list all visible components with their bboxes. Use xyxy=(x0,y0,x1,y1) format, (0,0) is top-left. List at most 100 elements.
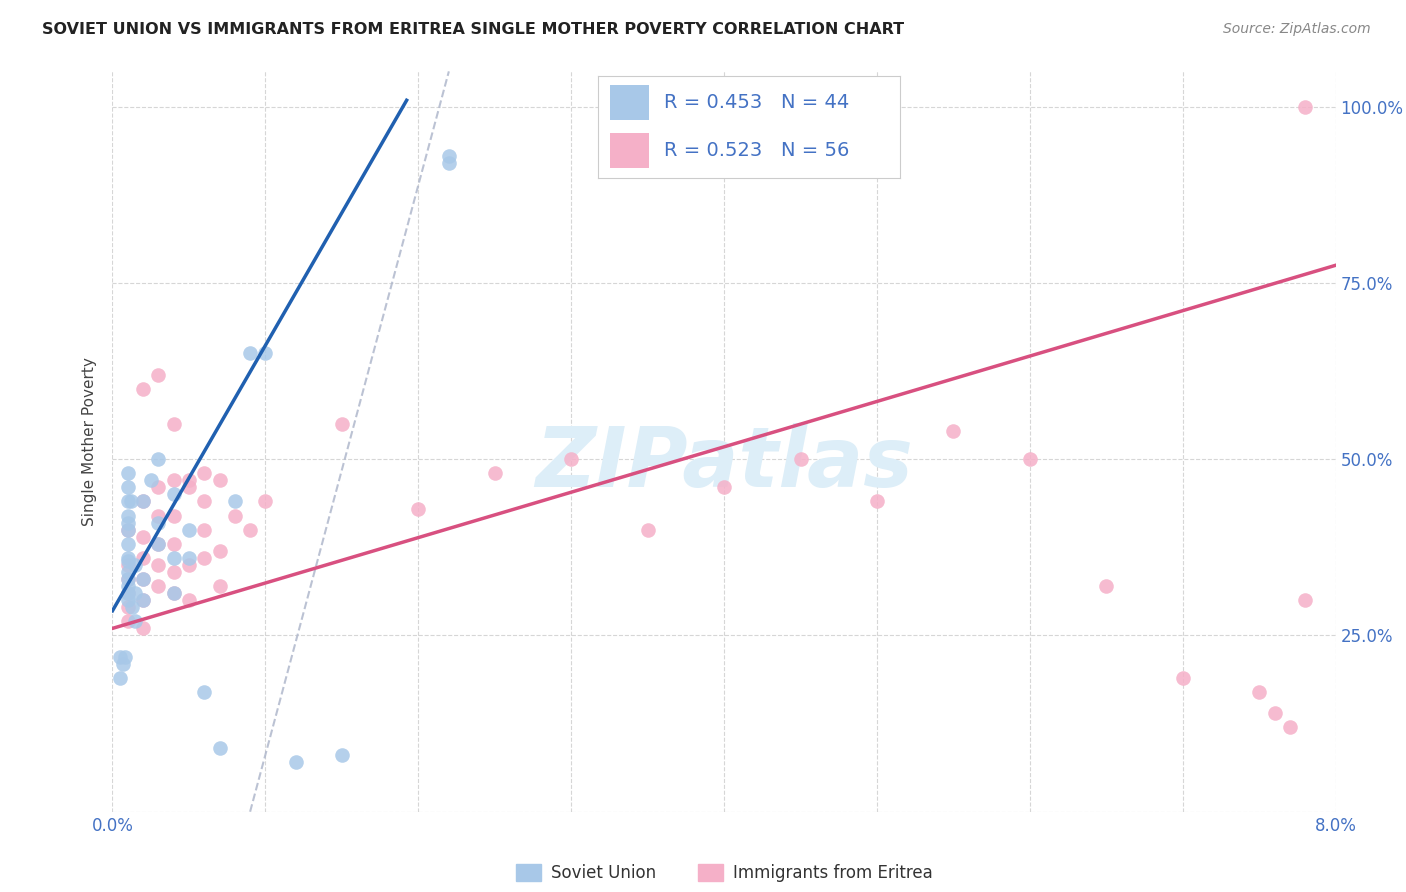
Point xyxy=(560,452,582,467)
Point xyxy=(148,452,170,467)
Point xyxy=(177,473,200,487)
Point xyxy=(132,572,155,586)
Point xyxy=(163,586,186,600)
Point xyxy=(330,748,353,763)
Point xyxy=(789,452,811,467)
Point xyxy=(114,649,136,664)
Point xyxy=(254,346,277,360)
Point xyxy=(120,494,142,508)
Point xyxy=(163,586,186,600)
Text: ZIPatlas: ZIPatlas xyxy=(536,423,912,504)
Point xyxy=(284,756,308,770)
Point xyxy=(148,508,170,523)
Point xyxy=(1171,671,1194,685)
Point xyxy=(208,741,231,756)
Point xyxy=(330,417,353,431)
Point xyxy=(148,368,170,382)
Point xyxy=(139,473,162,487)
Point xyxy=(1018,452,1040,467)
Point xyxy=(132,530,155,544)
Point xyxy=(117,600,139,615)
Point xyxy=(1294,593,1316,607)
Point xyxy=(117,593,139,607)
Text: R = 0.453   N = 44: R = 0.453 N = 44 xyxy=(664,93,849,112)
Point xyxy=(177,558,200,572)
Point xyxy=(942,424,965,438)
Point xyxy=(437,156,460,170)
Point xyxy=(193,550,215,565)
Point xyxy=(193,494,215,508)
Point xyxy=(163,537,186,551)
Point xyxy=(163,508,186,523)
Point xyxy=(1278,720,1301,734)
Point xyxy=(484,467,506,481)
Point xyxy=(193,467,215,481)
Point xyxy=(239,346,262,360)
Point xyxy=(117,565,139,579)
Point xyxy=(193,685,215,699)
Point xyxy=(148,579,170,593)
Point xyxy=(1095,579,1118,593)
Point xyxy=(132,382,155,396)
Text: R = 0.523   N = 56: R = 0.523 N = 56 xyxy=(664,141,849,161)
Y-axis label: Single Mother Poverty: Single Mother Poverty xyxy=(82,357,97,526)
Point xyxy=(148,537,170,551)
FancyBboxPatch shape xyxy=(610,85,650,120)
Point xyxy=(224,508,246,523)
Point xyxy=(177,523,200,537)
Legend: Soviet Union, Immigrants from Eritrea: Soviet Union, Immigrants from Eritrea xyxy=(509,857,939,888)
Point xyxy=(239,523,262,537)
Point xyxy=(112,657,135,671)
Point xyxy=(148,480,170,494)
Point xyxy=(108,649,131,664)
Point xyxy=(117,494,139,508)
Point xyxy=(208,473,231,487)
Text: SOVIET UNION VS IMMIGRANTS FROM ERITREA SINGLE MOTHER POVERTY CORRELATION CHART: SOVIET UNION VS IMMIGRANTS FROM ERITREA … xyxy=(42,22,904,37)
Point xyxy=(208,544,231,558)
Point xyxy=(117,467,139,481)
FancyBboxPatch shape xyxy=(610,133,650,168)
Point xyxy=(254,494,277,508)
Point xyxy=(108,671,131,685)
Point xyxy=(117,572,139,586)
Point xyxy=(148,537,170,551)
Point xyxy=(121,600,143,615)
Point xyxy=(148,558,170,572)
Point xyxy=(1264,706,1286,720)
Point xyxy=(132,621,155,635)
Point xyxy=(163,550,186,565)
Point xyxy=(408,501,430,516)
Point xyxy=(132,550,155,565)
Point xyxy=(117,516,139,530)
Point xyxy=(117,523,139,537)
Point xyxy=(117,480,139,494)
Point xyxy=(163,417,186,431)
Point xyxy=(163,487,186,501)
Point xyxy=(713,480,735,494)
Point xyxy=(208,579,231,593)
Point xyxy=(117,586,139,600)
Point xyxy=(177,480,200,494)
Point xyxy=(866,494,889,508)
Point xyxy=(224,494,246,508)
Point xyxy=(132,593,155,607)
Point xyxy=(124,615,146,629)
Point xyxy=(1249,685,1271,699)
Point xyxy=(117,586,139,600)
Point xyxy=(148,516,170,530)
Point xyxy=(177,593,200,607)
Point xyxy=(117,523,139,537)
Point xyxy=(117,554,139,568)
Point xyxy=(1294,100,1316,114)
Point xyxy=(163,565,186,579)
Point xyxy=(177,550,200,565)
Point xyxy=(132,572,155,586)
Point xyxy=(117,615,139,629)
Point xyxy=(117,579,139,593)
Point xyxy=(193,523,215,537)
Point xyxy=(117,572,139,586)
Point xyxy=(124,558,146,572)
Point xyxy=(437,149,460,163)
Point xyxy=(124,586,146,600)
Point xyxy=(132,593,155,607)
